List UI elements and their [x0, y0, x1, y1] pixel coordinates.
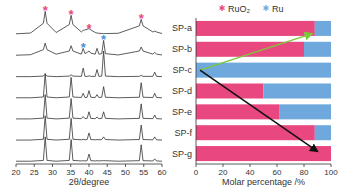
plot-area	[196, 21, 331, 161]
category-label: SP-f	[174, 128, 192, 138]
bar-segment	[331, 146, 332, 161]
legend-marker	[263, 7, 268, 10]
x-tick-label: 25	[30, 168, 39, 177]
legend-marker	[263, 7, 268, 10]
legend-marker	[219, 7, 224, 10]
x-tick	[89, 164, 90, 167]
xrd-trace	[16, 51, 162, 77]
trend-arrow	[200, 70, 318, 151]
x-tick-label: 35	[66, 168, 75, 177]
category-label: SP-a	[172, 23, 192, 33]
xrd-trace	[16, 73, 162, 97]
x-tick	[16, 164, 17, 167]
x-tick	[196, 164, 197, 167]
x-tick	[304, 164, 305, 167]
x-tick-label: 0	[194, 168, 199, 177]
bar-segment	[196, 146, 331, 161]
category-label: SP-e	[172, 107, 192, 117]
x-tick	[52, 164, 53, 167]
x-tick-label: 20	[12, 168, 21, 177]
bar-segment	[264, 83, 332, 98]
category-label: SP-d	[172, 86, 192, 96]
x-tick-label: 80	[300, 168, 309, 177]
peak-marker: *	[139, 11, 145, 26]
plot-area	[16, 11, 162, 161]
x-tick-label: 50	[121, 168, 130, 177]
xrd-trace	[16, 116, 162, 140]
x-tick	[34, 164, 35, 167]
x-tick	[125, 164, 126, 167]
category-label: SP-b	[172, 44, 192, 54]
x-tick	[107, 164, 108, 167]
x-tick	[223, 164, 224, 167]
trend-arrow	[200, 34, 312, 71]
bar-segment	[280, 104, 331, 119]
x-tick-label: 55	[139, 168, 148, 177]
legend-label: RuO₂	[228, 4, 251, 14]
x-tick-label: 40	[246, 168, 255, 177]
x-tick-label: 40	[85, 168, 94, 177]
bar-segment	[315, 125, 331, 140]
legend-label: Ru	[272, 4, 284, 14]
category-label: SP-g	[172, 149, 192, 159]
x-tick	[250, 164, 251, 167]
peak-marker: *	[81, 40, 87, 55]
x-tick	[70, 164, 71, 167]
x-axis-label: Molar percentage /%	[222, 177, 305, 187]
category-label: SP-c	[172, 65, 192, 75]
x-axis	[196, 164, 331, 165]
peak-marker: *	[101, 32, 107, 47]
y-axis	[196, 18, 197, 164]
bar-segment	[196, 21, 315, 36]
peak-marker: *	[43, 3, 49, 18]
x-tick-label: 20	[219, 168, 228, 177]
x-tick-label: 30	[48, 168, 57, 177]
x-tick-label: 60	[273, 168, 282, 177]
xrd-trace	[16, 40, 162, 55]
x-tick	[277, 164, 278, 167]
x-axis-label: 2θ/degree	[69, 177, 110, 187]
xrd-trace	[16, 95, 162, 119]
x-tick-label: 45	[103, 168, 112, 177]
xrd-trace	[16, 137, 162, 161]
x-tick-label: 100	[324, 168, 338, 177]
legend-marker	[219, 7, 224, 10]
x-tick	[162, 164, 163, 167]
bar-segment	[304, 42, 331, 57]
x-tick	[331, 164, 332, 167]
x-tick-label: 60	[158, 168, 167, 177]
x-tick	[143, 164, 144, 167]
figure: * * * * * * 20 25 30 35 40 45 50 55 60 2θ/degree SP-a SP-…	[0, 0, 340, 189]
peak-marker: *	[86, 21, 92, 36]
bar-segment	[315, 21, 331, 36]
peak-marker: *	[69, 7, 75, 22]
